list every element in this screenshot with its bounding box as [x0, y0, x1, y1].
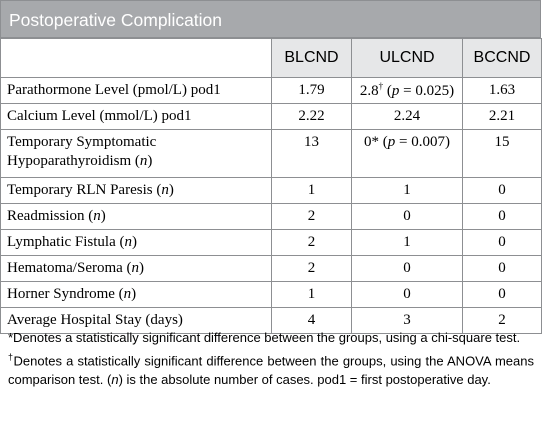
cell-ulcnd: 0* (p = 0.007)	[351, 129, 463, 178]
column-header-blcnd: BLCND	[271, 38, 352, 78]
footnote-dagger: †Denotes a statistically significant dif…	[8, 348, 534, 389]
cell-bccnd: 1.63	[462, 77, 542, 104]
cell-ulcnd: 0	[351, 203, 463, 230]
table-row: Horner Syndrome (n) 1 0 0	[0, 281, 542, 308]
row-label: Average Hospital Stay (days)	[0, 307, 272, 334]
table-row: Readmission (n) 2 0 0	[0, 203, 542, 230]
cell-blcnd: 1.79	[271, 77, 352, 104]
cell-value: 0*	[364, 134, 380, 150]
table-footnotes: *Denotes a statistically significant dif…	[8, 328, 534, 390]
cell-value: 2.8	[359, 83, 379, 99]
cell-blcnd: 2	[271, 203, 352, 230]
row-label: Horner Syndrome (n)	[0, 281, 272, 308]
header-row: BLCND ULCND BCCND	[0, 38, 542, 78]
cell-blcnd: 2	[271, 255, 352, 282]
cell-ulcnd: 2.8† (p = 0.025)	[351, 77, 463, 104]
cell-blcnd: 1	[271, 281, 352, 308]
table-row: Temporary Symptomatic Hypoparathyroidism …	[0, 129, 542, 178]
column-header-bccnd: BCCND	[462, 38, 542, 78]
cell-bccnd: 2.21	[462, 103, 542, 130]
cell-ulcnd: 3	[351, 307, 463, 334]
row-label: Readmission (n)	[0, 203, 272, 230]
row-label: Temporary RLN Paresis (n)	[0, 177, 272, 204]
table-row: Calcium Level (mmol/L) pod1 2.22 2.24 2.…	[0, 103, 542, 130]
cell-bccnd: 0	[462, 255, 542, 282]
cell-ulcnd: 1	[351, 177, 463, 204]
row-label-line1: Temporary Symptomatic	[7, 134, 157, 150]
cell-ulcnd: 0	[351, 281, 463, 308]
cell-blcnd: 1	[271, 177, 352, 204]
row-label: Lymphatic Fistula (n)	[0, 229, 272, 256]
column-header-ulcnd: ULCND	[351, 38, 463, 78]
row-label: Calcium Level (mmol/L) pod1	[0, 103, 272, 130]
cell-bccnd: 0	[462, 229, 542, 256]
table-row: Hematoma/Seroma (n) 2 0 0	[0, 255, 542, 282]
cell-bccnd: 0	[462, 203, 542, 230]
header-blank-cell	[0, 38, 272, 78]
complication-table-panel: Postoperative Complication BLCND ULCND B…	[0, 0, 542, 334]
row-label-line2: Hypoparathyroidism (n)	[7, 153, 153, 169]
table-row: Average Hospital Stay (days) 4 3 2	[0, 307, 542, 334]
table-title: Postoperative Complication	[0, 0, 541, 38]
dagger-mark: †	[378, 81, 384, 91]
cell-ulcnd: 0	[351, 255, 463, 282]
row-label: Parathormone Level (pmol/L) pod1	[0, 77, 272, 104]
cell-blcnd: 4	[271, 307, 352, 334]
p-value: (p = 0.007)	[379, 134, 450, 150]
row-label: Temporary Symptomatic Hypoparathyroidism …	[0, 129, 272, 178]
complication-table: BLCND ULCND BCCND Parathormone Level (pm…	[0, 38, 542, 334]
cell-ulcnd: 2.24	[351, 103, 463, 130]
cell-blcnd: 13	[271, 129, 352, 178]
footnote-star: *Denotes a statistically significant dif…	[8, 330, 521, 345]
cell-bccnd: 2	[462, 307, 542, 334]
table-row: Lymphatic Fistula (n) 2 1 0	[0, 229, 542, 256]
table-row: Parathormone Level (pmol/L) pod1 1.79 2.…	[0, 77, 542, 104]
cell-blcnd: 2	[271, 229, 352, 256]
cell-bccnd: 0	[462, 281, 542, 308]
cell-bccnd: 0	[462, 177, 542, 204]
dagger-mark: †	[8, 352, 14, 362]
row-label: Hematoma/Seroma (n)	[0, 255, 272, 282]
cell-ulcnd: 1	[351, 229, 463, 256]
table-row: Temporary RLN Paresis (n) 1 1 0	[0, 177, 542, 204]
p-value: (p = 0.025)	[383, 83, 455, 99]
footnote-dagger-text: Denotes a statistically significant diff…	[8, 353, 534, 388]
cell-blcnd: 2.22	[271, 103, 352, 130]
cell-bccnd: 15	[462, 129, 542, 178]
